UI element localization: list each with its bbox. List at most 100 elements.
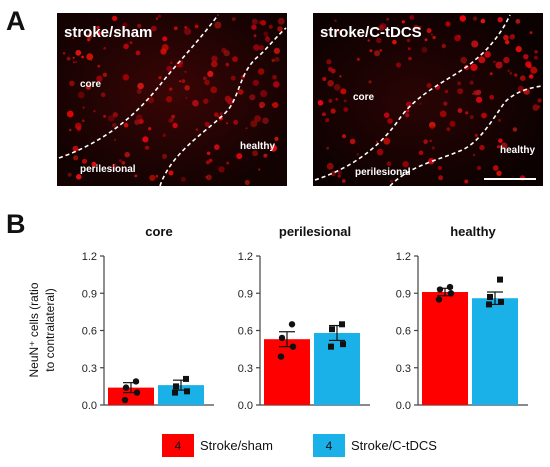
neuron-cell: [231, 17, 236, 22]
micrograph-title: stroke/sham: [64, 24, 152, 41]
neuron-cell: [162, 133, 167, 137]
neuron-cell: [135, 50, 141, 56]
neuron-cell: [428, 158, 435, 165]
neuron-cell: [86, 53, 94, 61]
chart-title: perilesional: [279, 224, 351, 239]
neuron-cell: [375, 140, 379, 144]
neuron-cell: [367, 39, 370, 42]
boundary-line: [389, 85, 543, 187]
neuron-cell: [166, 65, 173, 72]
neuron-cell: [180, 176, 186, 182]
neuron-cell: [258, 101, 266, 108]
neuron-cell: [194, 24, 199, 29]
neuron-cell: [472, 153, 476, 157]
bar: [108, 387, 154, 405]
neuron-cell: [503, 56, 510, 64]
neuron-cell: [258, 168, 261, 171]
neuron-cell: [236, 153, 243, 160]
neuron-cell: [137, 82, 144, 90]
neuron-cell: [251, 24, 257, 30]
neuron-cell: [533, 55, 539, 60]
neuron-cell: [137, 23, 142, 28]
data-point: [288, 321, 296, 328]
neuron-cell: [68, 128, 72, 132]
neuron-cell: [184, 85, 190, 91]
neuron-cell: [387, 118, 393, 124]
bar: [422, 292, 468, 405]
neuron-cell: [219, 112, 223, 116]
neuron-cell: [356, 153, 360, 156]
neuron-cell: [233, 119, 239, 125]
neuron-cell: [523, 54, 529, 60]
neuron-cell: [149, 174, 156, 181]
neuron-cell: [525, 61, 531, 67]
neuron-cell: [262, 117, 269, 124]
neuron-cell: [520, 75, 526, 81]
neuron-cell: [532, 104, 539, 111]
panel-a-letter: A: [6, 6, 26, 36]
neuron-cell: [431, 146, 435, 150]
neuron-cell: [499, 61, 502, 64]
data-point: [289, 343, 297, 350]
chart-0: core 0.0 0.3 0.6 0.9 1.2: [82, 224, 214, 412]
label-core: core: [353, 92, 375, 103]
neuron-cell: [162, 36, 168, 42]
neuron-cell: [74, 122, 82, 130]
neuron-cell: [124, 151, 130, 158]
neuron-cell: [72, 61, 76, 64]
neuron-cell: [421, 46, 428, 53]
data-point: [329, 326, 335, 333]
neuron-cell: [160, 48, 167, 55]
neuron-cell: [457, 81, 462, 86]
y-tick-label: 1.2: [82, 251, 97, 263]
neuron-cell: [263, 31, 269, 37]
neuron-cell: [376, 37, 382, 44]
neuron-cell: [136, 114, 143, 121]
neuron-cell: [113, 138, 117, 141]
neuron-cell: [93, 110, 96, 113]
neuron-cell: [245, 127, 248, 130]
chart-title: healthy: [450, 224, 496, 239]
neuron-cell: [339, 75, 342, 78]
data-point: [340, 341, 346, 348]
neuron-cell: [480, 18, 486, 24]
neuron-cell: [203, 98, 209, 104]
neuron-cell: [270, 144, 277, 152]
neuron-cell: [147, 96, 155, 104]
neuron-cell: [207, 70, 214, 77]
neuron-cell: [498, 118, 501, 122]
neuron-cell: [330, 68, 336, 74]
neuron-cell: [274, 136, 279, 141]
neuron-cell: [86, 33, 93, 39]
neuron-cell: [158, 76, 162, 80]
neuron-cell: [395, 62, 402, 68]
y-tick-label: 0.0: [82, 400, 97, 412]
data-point: [436, 286, 444, 293]
neuron-cell: [271, 103, 275, 106]
neuron-cell: [213, 112, 219, 117]
neuron-cell: [469, 115, 474, 120]
neuron-cell: [155, 17, 159, 20]
neuron-cell: [341, 134, 347, 139]
neuron-cell: [443, 101, 448, 106]
neuron-cell: [378, 25, 385, 31]
neuron-cell: [497, 17, 503, 23]
neuron-cell: [155, 174, 159, 178]
neuron-cell: [356, 57, 360, 61]
neuron-cell: [218, 166, 225, 173]
data-point: [447, 290, 455, 297]
legend-label-sham: Stroke/sham: [200, 438, 273, 453]
neuron-cell: [178, 80, 182, 83]
data-point: [278, 334, 286, 342]
bar: [472, 298, 518, 405]
neuron-cell: [205, 160, 210, 165]
neuron-cell: [161, 153, 168, 159]
neuron-cell: [528, 74, 534, 79]
y-tick-label: 0.6: [82, 326, 97, 338]
neuron-cell: [66, 56, 71, 61]
neuron-cell: [244, 179, 250, 186]
neuron-cell: [406, 101, 412, 108]
neuron-cell: [317, 100, 324, 106]
neuron-cell: [97, 64, 101, 68]
data-point: [172, 389, 178, 396]
